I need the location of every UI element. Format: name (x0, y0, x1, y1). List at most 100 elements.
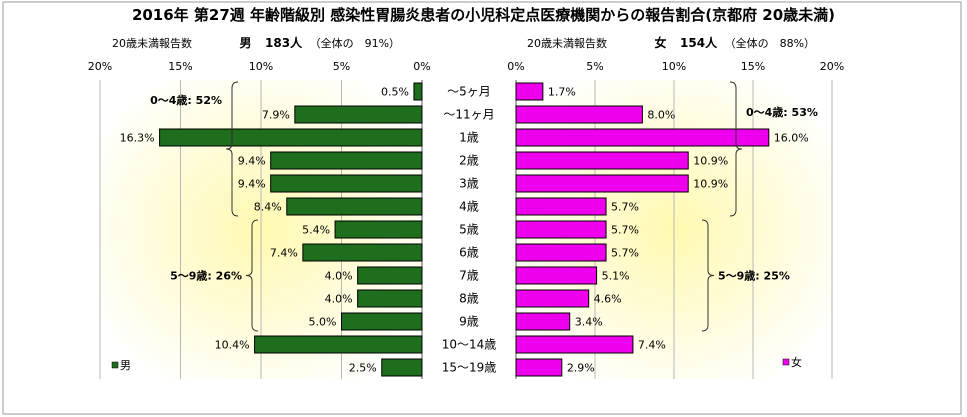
age-category-label: 5歳 (459, 223, 479, 237)
female-bar-label: 10.9% (693, 178, 728, 191)
male-bar-label: 5.4% (302, 224, 330, 237)
female-x-tick-label: 5% (586, 60, 603, 73)
chart-title: 2016年 第27週 年齢階級別 感染性胃腸炎患者の小児科定点医療機関からの報告… (131, 6, 836, 24)
male-bar (357, 266, 423, 285)
male-bar-label: 16.3% (120, 132, 155, 145)
male-age-group-bracket (245, 219, 259, 332)
female-bar-label: 5.7% (611, 224, 639, 237)
female-bar (515, 312, 571, 331)
female-header: 20歳未満報告数 女 154人 （全体の 88%） (527, 34, 815, 51)
male-bar-label: 5.0% (309, 316, 337, 329)
male-bar-label: 2.5% (349, 362, 377, 375)
female-bar-label: 16.0% (774, 132, 809, 145)
female-bar (515, 105, 643, 124)
female-bar-label: 5.7% (611, 201, 639, 214)
female-header-sex: 女 (654, 36, 667, 50)
male-bar-label: 8.4% (254, 201, 282, 214)
age-category-label: ～5ヶ月 (447, 85, 491, 99)
male-legend-swatch (111, 361, 119, 369)
male-bar-label: 9.4% (238, 178, 266, 191)
female-header-share: （全体の 88%） (724, 37, 816, 50)
female-bar (515, 151, 689, 170)
age-category-label: 15～19歳 (442, 361, 497, 375)
female-bar-label: 8.0% (647, 109, 675, 122)
female-x-tick-label: 0% (507, 60, 524, 73)
age-category-label: 6歳 (459, 246, 479, 260)
male-bar (334, 220, 423, 239)
male-bar-label: 10.4% (215, 339, 250, 352)
age-category-label: 4歳 (459, 200, 479, 214)
female-bar (515, 197, 607, 216)
female-bar (515, 335, 634, 354)
female-x-tick-label: 10% (662, 60, 686, 73)
age-category-label: 1歳 (459, 131, 479, 145)
age-category-label: 3歳 (459, 177, 479, 191)
female-legend-swatch (782, 358, 790, 366)
male-bar-label: 7.9% (262, 109, 290, 122)
age-category-label: 8歳 (459, 292, 479, 306)
male-x-tick-label: 20% (88, 60, 112, 73)
female-bar-label: 5.7% (611, 247, 639, 260)
female-legend-label: 女 (791, 355, 802, 369)
female-bar (515, 174, 689, 193)
female-age-group-bracket (729, 81, 743, 217)
female-bar-label: 7.4% (638, 339, 666, 352)
male-bar (159, 128, 423, 147)
male-age-group-bracket (225, 81, 239, 217)
female-age-group-label: 5～9歳: 25% (718, 269, 790, 283)
male-bar (302, 243, 423, 262)
female-bar (515, 82, 544, 101)
female-bar-label: 10.9% (693, 155, 728, 168)
female-x-tick-label: 20% (820, 60, 844, 73)
female-bar-label: 4.6% (594, 293, 622, 306)
male-bar (381, 358, 423, 377)
male-age-group-label: 5～9歳: 26% (170, 269, 242, 283)
male-x-tick-label: 10% (249, 60, 273, 73)
male-bar-label: 0.5% (381, 86, 409, 99)
female-bar (515, 243, 607, 262)
age-category-label: 10～14歳 (442, 338, 497, 352)
male-bar-label: 4.0% (325, 270, 353, 283)
female-bar (515, 128, 770, 147)
male-header-count: 183人 (265, 36, 303, 50)
male-bar (294, 105, 423, 124)
age-category-label: 9歳 (459, 315, 479, 329)
male-x-tick-label: 0% (413, 60, 430, 73)
male-x-tick-label: 15% (168, 60, 192, 73)
female-bar-label: 3.4% (575, 316, 603, 329)
age-category-label: ～11ヶ月 (443, 108, 494, 122)
male-header-share: （全体の 91%） (309, 37, 401, 50)
female-bar (515, 220, 607, 239)
female-x-tick-label: 15% (741, 60, 765, 73)
male-bar (341, 312, 423, 331)
female-bar-label: 5.1% (602, 270, 630, 283)
female-bar (515, 358, 563, 377)
male-bar (413, 82, 423, 101)
female-age-group-bracket (701, 219, 715, 332)
male-header: 20歳未満報告数 男 183人 （全体の 91%） (112, 34, 400, 51)
male-bar (357, 289, 423, 308)
age-category-label: 2歳 (459, 154, 479, 168)
male-bar (270, 151, 423, 170)
male-bar (286, 197, 423, 216)
female-header-label: 20歳未満報告数 (527, 37, 607, 50)
age-category-label: 7歳 (459, 269, 479, 283)
male-bar (254, 335, 423, 354)
male-header-label: 20歳未満報告数 (112, 37, 192, 50)
male-header-sex: 男 (239, 36, 252, 50)
female-bar (515, 289, 590, 308)
female-bar-label: 1.7% (548, 86, 576, 99)
male-legend-label: 男 (120, 359, 131, 372)
male-bar-label: 9.4% (238, 155, 266, 168)
female-age-group-label: 0～4歳: 53% (746, 105, 818, 119)
female-bar-label: 2.9% (567, 362, 595, 375)
male-bar-label: 7.4% (270, 247, 298, 260)
male-age-group-label: 0～4歳: 52% (150, 93, 222, 107)
male-bar (270, 174, 423, 193)
male-bar-label: 4.0% (325, 293, 353, 306)
female-bar (515, 266, 598, 285)
female-header-count: 154人 (680, 36, 718, 50)
male-x-tick-label: 5% (333, 60, 350, 73)
